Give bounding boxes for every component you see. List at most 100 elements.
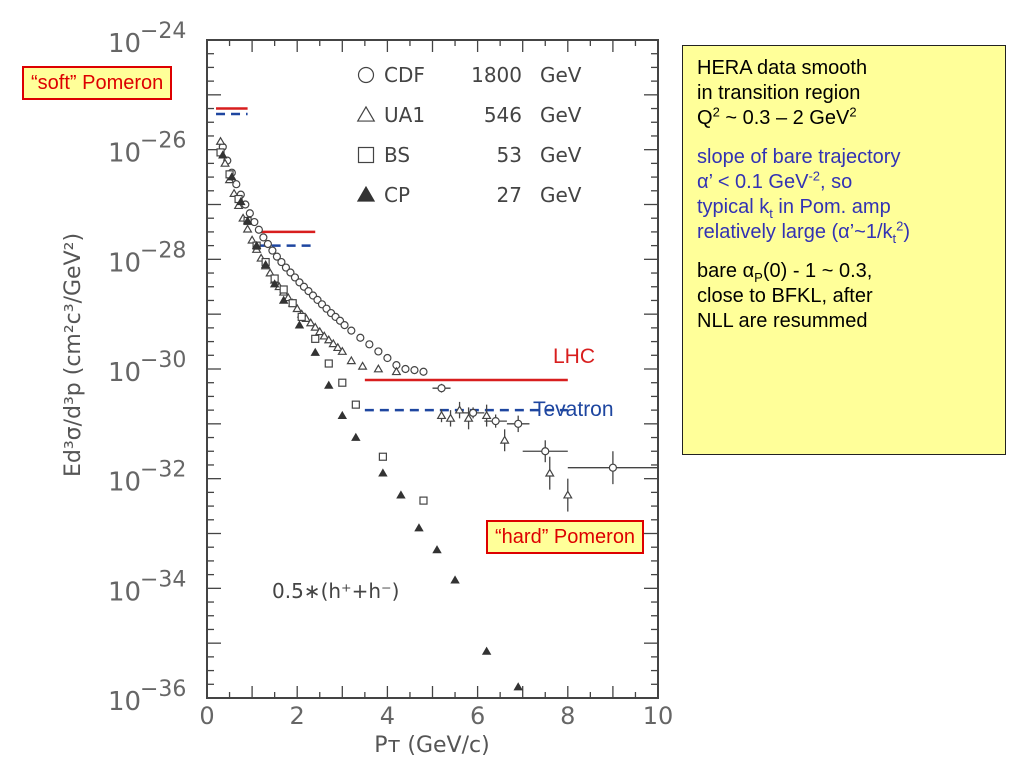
x-tick-label: 0: [199, 702, 214, 730]
data-point-ua1: [215, 136, 226, 145]
data-point-cp: [481, 646, 492, 655]
x-tick-label: 8: [560, 702, 575, 730]
data-point-bs: [311, 334, 320, 343]
data-point-cp: [513, 682, 523, 691]
legend-unit: GeV: [540, 103, 582, 127]
data-point-cp: [351, 432, 361, 441]
y-tick-exponent: −32: [140, 458, 186, 483]
data-point-cdf: [277, 257, 286, 267]
data-point-cdf: [491, 416, 500, 426]
data-point-cdf: [250, 217, 259, 227]
legend-marker-ua1: [356, 105, 376, 122]
y-tick-exponent: −24: [140, 19, 186, 44]
data-point-cp: [218, 150, 228, 159]
box-line: α’ < 0.1 GeV-2, so: [697, 168, 991, 195]
legend-unit: GeV: [540, 143, 582, 167]
data-point-bs: [288, 299, 297, 308]
data-point-ua1: [499, 435, 510, 444]
data-point-ua1: [346, 355, 357, 365]
data-point-cdf: [541, 447, 550, 456]
legend-marker-cp: [356, 185, 376, 202]
legend-name: UA1: [384, 103, 425, 127]
box-line: Q2 ~ 0.3 – 2 GeV2: [697, 104, 991, 131]
data-point-ua1: [229, 188, 239, 197]
x-tick-label: 6: [470, 702, 485, 730]
data-point-cp: [432, 545, 442, 554]
data-point-ua1: [247, 235, 257, 244]
data-point-cp: [251, 240, 262, 249]
data-point-cdf: [290, 273, 300, 282]
data-point-bs: [419, 496, 428, 505]
legend-unit: GeV: [540, 183, 582, 207]
data-point-cp: [294, 320, 305, 329]
data-point-cp: [310, 347, 320, 356]
data-point-ua1: [544, 468, 555, 477]
data-point-cdf: [608, 463, 618, 472]
y-axis-title: Ed³σ/d³p (cm²c³/GeV²): [61, 233, 86, 477]
data-point-ua1: [562, 490, 573, 499]
sub: P: [754, 270, 763, 285]
data-point-ua1: [357, 361, 368, 370]
data-point-bs: [297, 312, 306, 322]
data-point-cdf: [254, 225, 263, 234]
data-point-cdf: [263, 239, 272, 249]
sub: t: [892, 231, 897, 246]
annotation-box: HERA data smooth in transition region Q2…: [682, 45, 1006, 455]
data-point-cp: [278, 295, 289, 304]
sup: 2: [849, 104, 857, 120]
data-point-ua1: [283, 292, 294, 302]
data-point-bs: [324, 359, 333, 368]
text: ~ 0.3 – 2 GeV: [719, 107, 850, 129]
data-point-cdf: [401, 364, 410, 374]
data-point-ua1: [463, 413, 474, 422]
y-tick-exponent: −36: [140, 677, 186, 702]
data-points: [215, 136, 658, 691]
box-line: relatively large (α’~1/kt2): [697, 219, 991, 246]
data-point-cp: [260, 260, 271, 269]
text: relatively large (α’~1/k: [697, 221, 893, 243]
data-point-cdf: [374, 347, 383, 356]
data-point-ua1: [314, 326, 325, 336]
sub: t: [769, 206, 773, 221]
lhc-label: LHC: [553, 345, 595, 368]
x-tick-label: 4: [380, 702, 395, 730]
data-point-cdf: [347, 326, 356, 335]
data-point-cp: [450, 575, 460, 584]
text: α’ < 0.1 GeV: [697, 171, 809, 193]
legend-name: BS: [384, 143, 410, 167]
data-point-cdf: [383, 353, 392, 363]
tevatron-label: Tevatron: [533, 398, 614, 421]
data-point-cdf: [245, 209, 254, 218]
data-point-cp: [324, 380, 334, 389]
data-point-cp: [414, 523, 424, 532]
data-point-cdf: [232, 180, 241, 189]
data-point-ua1: [481, 410, 492, 420]
data-point-bs: [338, 378, 347, 387]
data-point-cdf: [356, 333, 365, 342]
data-point-ua1: [454, 405, 465, 414]
legend-name: CDF: [384, 63, 425, 87]
y-tick-label: 10: [108, 358, 141, 388]
data-point-ua1: [337, 346, 348, 355]
y-tick-label: 10: [108, 687, 141, 717]
y-tick-exponent: −28: [140, 238, 186, 263]
text: in Pom. amp: [772, 196, 891, 218]
box-line: NLL are resummed: [697, 310, 868, 332]
text: bare α: [697, 260, 755, 282]
sup: -2: [808, 168, 820, 184]
data-point-ua1: [332, 342, 343, 352]
box-line: slope of bare trajectory: [697, 146, 901, 168]
data-point-ua1: [310, 322, 321, 331]
data-point-ua1: [242, 224, 253, 233]
axis-ticks: [206, 39, 659, 699]
data-point-cdf: [281, 263, 291, 272]
data-point-ua1: [445, 413, 456, 422]
y-tick-exponent: −34: [140, 567, 186, 592]
legend: CDF 1800 GeV UA1 546 GeV BS 53 GeV CP 27 GeV: [356, 63, 582, 207]
legend-unit: GeV: [540, 63, 582, 87]
y-tick-exponent: −30: [140, 348, 186, 373]
data-point-ua1: [323, 334, 334, 344]
data-point-ua1: [391, 366, 402, 376]
